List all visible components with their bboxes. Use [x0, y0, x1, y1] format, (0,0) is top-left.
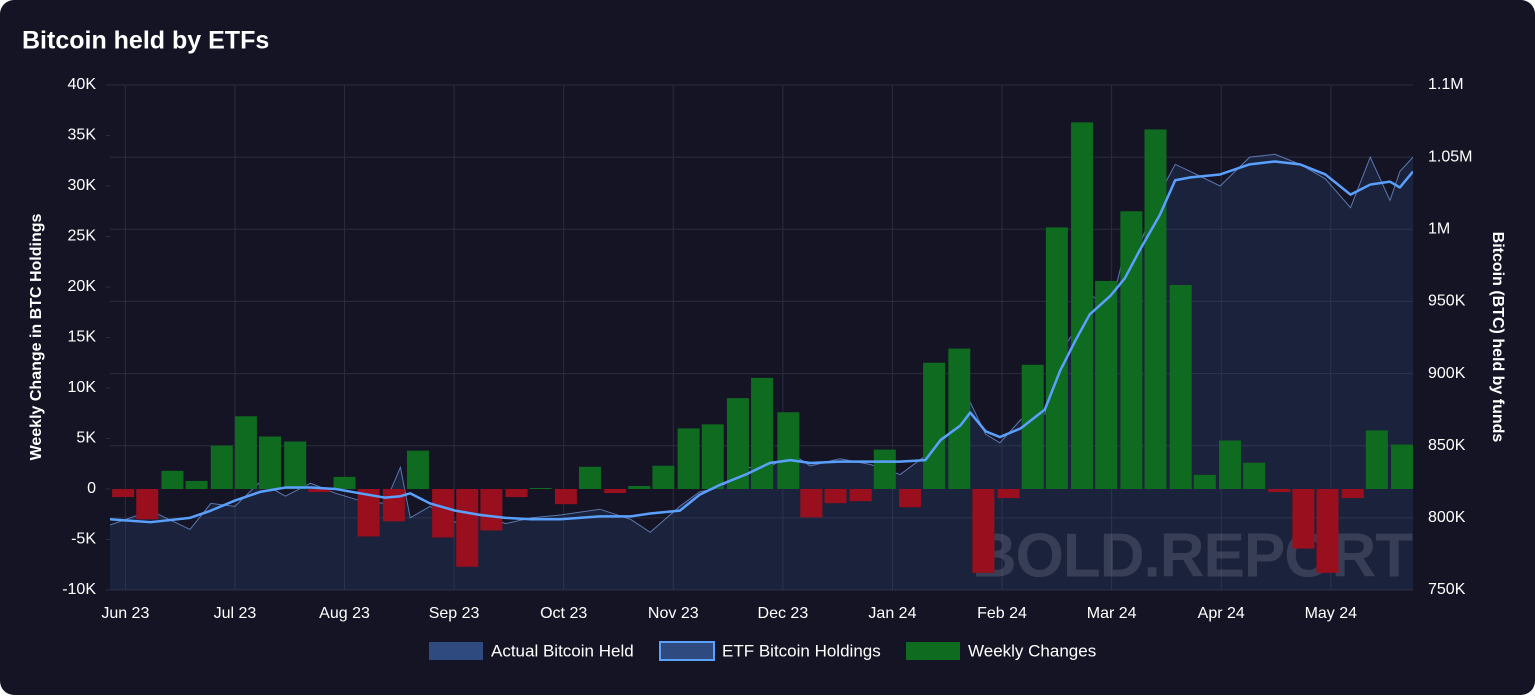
bar — [258, 436, 281, 489]
y2-tick-label: 850K — [1428, 437, 1466, 454]
bar — [1071, 122, 1094, 490]
bar — [333, 476, 356, 489]
bar — [800, 489, 823, 518]
x-tick-label: Oct 23 — [540, 605, 587, 622]
y-tick-label: 40K — [68, 76, 97, 93]
legend-swatch — [429, 642, 483, 660]
bar — [432, 489, 455, 538]
bar — [505, 489, 528, 498]
watermark: BOLD.REPORT — [972, 521, 1413, 590]
bar — [234, 416, 257, 489]
y2-tick-label: 800K — [1428, 509, 1466, 526]
bar — [1268, 489, 1291, 493]
y-tick-label: 20K — [68, 278, 97, 295]
bar — [1120, 211, 1143, 489]
bar — [1144, 129, 1167, 489]
x-tick-label: Jan 24 — [868, 605, 916, 622]
bar — [136, 489, 159, 520]
bar — [1218, 440, 1241, 489]
bar — [628, 485, 651, 489]
legend-label: Actual Bitcoin Held — [491, 641, 634, 660]
y-tick-label: 10K — [68, 379, 97, 396]
legend: Actual Bitcoin Held ETF Bitcoin Holdings W… — [429, 641, 1096, 661]
bar — [824, 489, 847, 504]
bar — [554, 489, 577, 505]
y-tick-label: 25K — [68, 228, 97, 245]
bar — [578, 466, 601, 489]
line — [110, 160, 1413, 524]
y2-tick-label: 1.1M — [1428, 76, 1464, 93]
bar — [529, 487, 552, 489]
bar — [456, 489, 479, 567]
bar — [1169, 284, 1192, 489]
bar — [185, 480, 208, 489]
bar — [1095, 280, 1118, 489]
bar — [849, 489, 872, 502]
x-tick-label: Apr 24 — [1198, 605, 1245, 622]
y-tick-label: 15K — [68, 329, 97, 346]
bar — [948, 348, 971, 489]
x-tick-label: Jun 23 — [101, 605, 149, 622]
y-tick-label: -10K — [62, 581, 96, 598]
bar — [652, 465, 675, 489]
x-tick-label: Sep 23 — [429, 605, 480, 622]
bar — [677, 428, 700, 489]
y-axis-title: Weekly Change in BTC Holdings — [28, 213, 45, 460]
x-tick-label: Feb 24 — [977, 605, 1027, 622]
legend-swatch — [659, 641, 715, 661]
bar — [972, 489, 995, 573]
plot-area: BOLD.REPORT — [110, 122, 1413, 590]
bar — [1193, 474, 1216, 489]
bar — [284, 441, 307, 489]
bar — [161, 470, 184, 489]
y2-tick-label: 1M — [1428, 221, 1450, 238]
y2-tick-label: 950K — [1428, 293, 1466, 310]
bar — [1021, 364, 1044, 489]
bar — [1365, 430, 1388, 489]
bar — [1316, 489, 1339, 573]
y-tick-label: 35K — [68, 127, 97, 144]
chart-title: Bitcoin held by ETFs — [22, 27, 269, 55]
bar — [1391, 444, 1413, 489]
bar — [382, 489, 405, 522]
axes: Jun 23 Jul 23 Aug 23 Sep 23 Oct 23 Nov 23 Dec … — [62, 76, 1472, 622]
bar — [480, 489, 503, 531]
bar — [726, 398, 749, 489]
legend-label: Weekly Changes — [968, 641, 1096, 660]
bar — [406, 450, 429, 489]
legend-swatch — [906, 642, 960, 660]
bar — [1243, 462, 1266, 489]
x-tick-label: Dec 23 — [758, 605, 809, 622]
bar — [1292, 489, 1315, 549]
bar — [210, 445, 233, 489]
bar — [777, 412, 800, 489]
legend-label: ETF Bitcoin Holdings — [722, 641, 881, 660]
x-tick-label: Jul 23 — [214, 605, 257, 622]
y-tick-label: -5K — [71, 531, 96, 548]
bar — [308, 489, 331, 493]
bar — [898, 489, 921, 508]
x-tick-label: Mar 24 — [1087, 605, 1137, 622]
y-tick-label: 0 — [87, 480, 96, 497]
x-tick-label: May 24 — [1305, 605, 1358, 622]
y-tick-label: 30K — [68, 177, 97, 194]
bar — [112, 489, 135, 498]
y2-tick-label: 1.05M — [1428, 148, 1472, 165]
x-tick-label: Aug 23 — [319, 605, 370, 622]
bar — [357, 489, 380, 537]
bar — [923, 362, 946, 489]
bar — [604, 489, 627, 494]
bar — [751, 377, 774, 489]
x-tick-label: Nov 23 — [648, 605, 699, 622]
y-tick-label: 5K — [76, 430, 96, 447]
y2-tick-label: 900K — [1428, 365, 1466, 382]
bar — [873, 449, 896, 489]
y2-tick-label: 750K — [1428, 581, 1466, 598]
bar — [701, 424, 724, 489]
bar — [1045, 227, 1068, 489]
y2-axis-title: Bitcoin (BTC) held by funds — [1489, 232, 1506, 443]
bar — [1341, 489, 1364, 499]
bar — [997, 489, 1020, 499]
